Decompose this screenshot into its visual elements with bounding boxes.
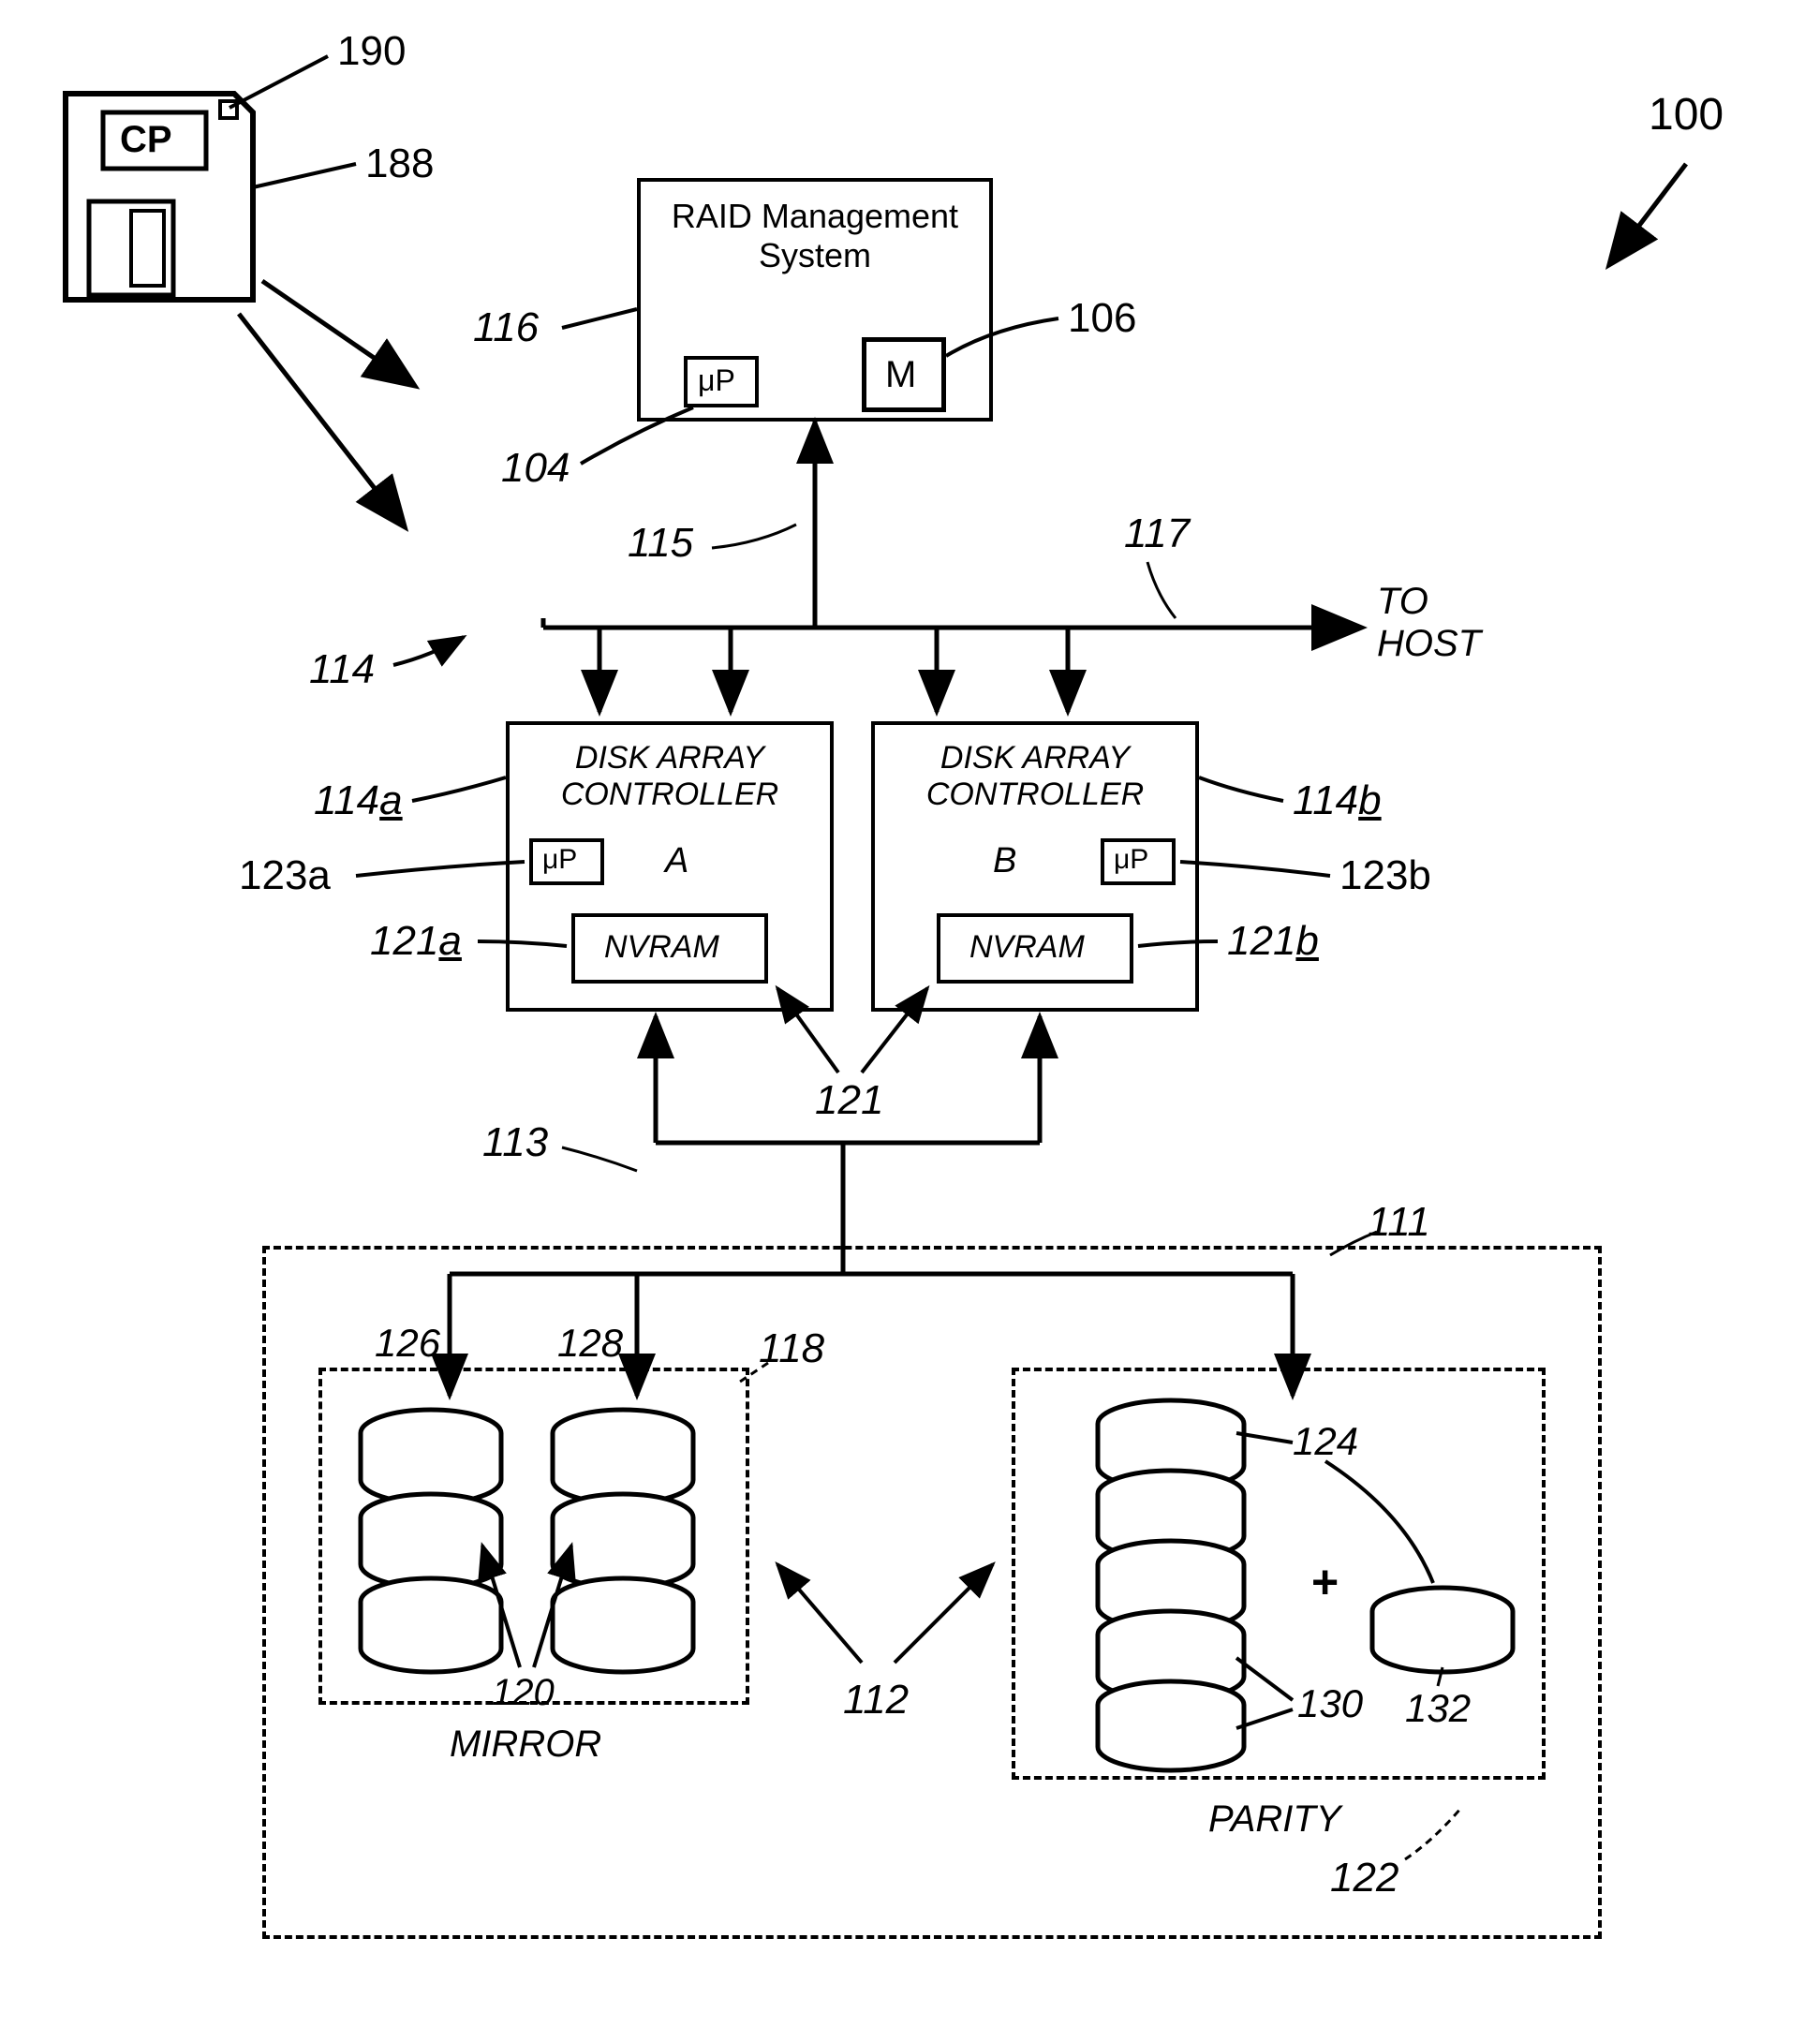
ctrl-a-nvram-text: NVRAM [604,929,719,966]
raid-mgmt-line2: System [759,236,871,274]
controller-b-title: DISK ARRAY CONTROLLER [885,740,1185,813]
ref-104: 104 [501,445,570,492]
ref-188: 188 [365,141,434,187]
ref-100: 100 [1649,89,1724,141]
parity-label: PARITY [1208,1798,1341,1841]
ctrl-a-up-text: μP [542,844,577,876]
plus-symbol: + [1311,1555,1339,1609]
ref-114a: 114a [314,777,403,824]
mirror-box [318,1368,749,1705]
ref-120: 120 [492,1672,555,1714]
ctrl-b-letter: B [993,841,1016,881]
ref-123b: 123b [1339,852,1431,899]
ref-121a: 121a [370,918,462,965]
ctrl-b-line2: CONTROLLER [926,777,1144,812]
ref-124: 124 [1293,1419,1358,1464]
ctrl-a-letter: A [665,841,688,881]
ctrl-b-line1: DISK ARRAY [940,740,1130,776]
diagram-canvas: CP 190 188 100 RAID Management System μP… [0,0,1820,2027]
ref-106: 106 [1068,295,1136,342]
raid-mgmt-line1: RAID Management [672,197,958,235]
ref-113: 113 [482,1119,548,1166]
raid-m-text: M [885,354,916,396]
controller-a-title: DISK ARRAY CONTROLLER [520,740,820,813]
ref-111: 111 [1368,1199,1430,1246]
raid-up-text: μP [698,363,735,398]
ref-115: 115 [628,520,693,567]
ref-123a: 123a [239,852,331,899]
ref-132: 132 [1405,1686,1471,1731]
to-host-text: TO HOST [1377,581,1481,665]
ref-190: 190 [337,28,406,75]
ref-114: 114 [309,646,375,693]
ref-121b: 121b [1227,918,1319,965]
cp-label: CP [120,119,172,161]
ref-117: 117 [1124,510,1190,557]
to-host-line2: HOST [1377,623,1481,664]
ref-116: 116 [473,304,539,351]
ref-121: 121 [815,1077,883,1124]
ctrl-b-nvram-text: NVRAM [969,929,1085,966]
ref-122: 122 [1330,1855,1398,1901]
mirror-label: MIRROR [450,1724,601,1766]
ctrl-a-line2: CONTROLLER [561,777,778,812]
to-host-line1: TO [1377,581,1428,622]
ref-130: 130 [1297,1681,1363,1726]
raid-mgmt-text: RAID Management System [646,197,984,275]
ref-112: 112 [843,1677,909,1724]
ctrl-a-line1: DISK ARRAY [575,740,764,776]
ctrl-b-up-text: μP [1114,844,1148,876]
ref-114b: 114b [1293,777,1382,824]
